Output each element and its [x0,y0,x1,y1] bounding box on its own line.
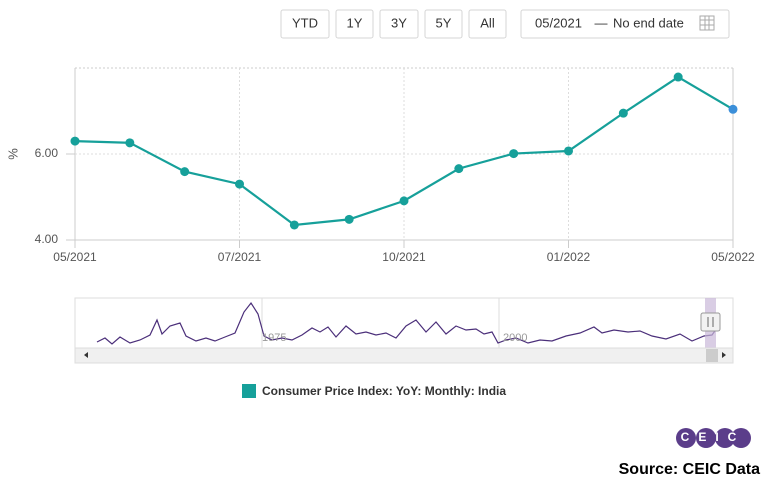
navigator-label: 2000 [503,332,527,344]
range-button[interactable]: 3Y [379,9,419,39]
y-tick-label: 6.00 [35,146,59,160]
range-button[interactable]: 1Y [335,9,374,39]
data-point[interactable] [180,167,190,177]
legend-swatch[interactable] [242,384,256,398]
plot: 4.00 6.00 05/2021 07/2021 10/2021 01/2022 05/2… [35,68,755,264]
button-box[interactable] [424,9,463,39]
navigator [74,297,734,364]
button-label[interactable]: 1Y [347,15,363,30]
legend-label[interactable]: Consumer Price Index: YoY: Monthly: Indi… [262,384,506,398]
data-point[interactable] [673,72,683,82]
logo-text: CEIC [681,430,746,444]
date-range-box[interactable] [520,9,730,39]
range-button[interactable]: YTD [280,9,330,39]
x-tick-label: 07/2021 [218,250,262,264]
button-box[interactable] [379,9,419,39]
button-label[interactable]: 3Y [391,15,407,30]
range-buttons: YTD 1Y 3Y 5Y All [280,9,507,39]
range-button[interactable]: 5Y [424,9,463,39]
data-point[interactable] [399,196,409,206]
y-axis-label: % [5,148,20,160]
calendar-icon[interactable] [699,15,715,31]
y-tick-label: 4.00 [35,232,59,246]
data-point[interactable] [70,136,80,146]
button-label[interactable]: 5Y [436,15,452,30]
data-point[interactable] [344,214,354,224]
x-tick-label: 01/2022 [547,250,591,264]
date-end: No end date [613,15,684,30]
source: Source: CEIC Data [619,461,760,478]
button-label[interactable]: YTD [292,15,318,30]
date-start: 05/2021 [535,15,582,30]
navigator-label: 1975 [262,332,286,344]
x-tick-label: 10/2021 [382,250,426,264]
date-separator: — [595,15,608,30]
button-box[interactable] [280,9,330,39]
data-point[interactable] [618,108,628,118]
data-point[interactable] [564,146,573,156]
range-button[interactable]: All [468,9,507,39]
data-point[interactable] [235,179,244,189]
x-tick-label: 05/2021 [53,250,97,264]
data-point[interactable] [289,220,299,230]
data-point[interactable] [454,164,464,174]
data-point[interactable] [509,149,519,159]
button-label[interactable]: All [480,15,495,30]
button-box[interactable] [335,9,374,39]
x-tick-label: 05/2022 [711,250,755,264]
data-point[interactable] [728,104,738,114]
button-box[interactable] [468,9,507,39]
data-point[interactable] [125,138,135,148]
logo [676,428,751,448]
